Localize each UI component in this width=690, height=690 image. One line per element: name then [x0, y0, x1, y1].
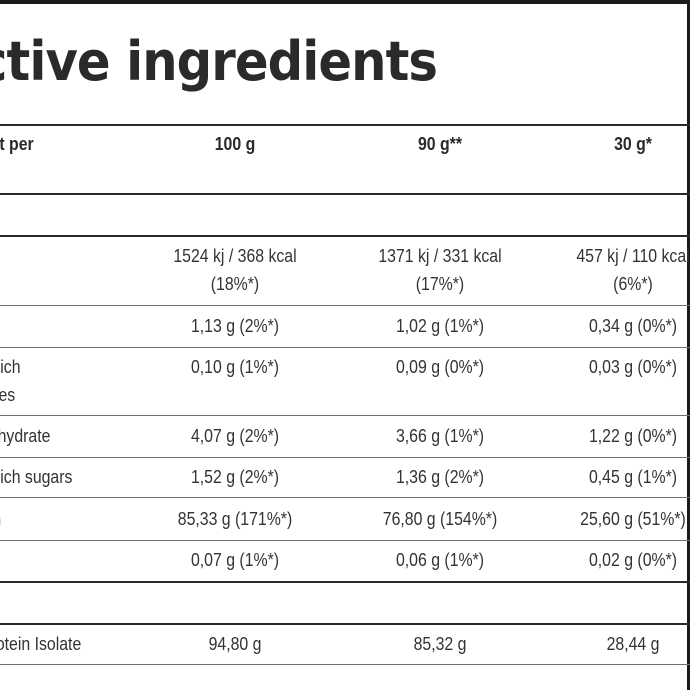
cell-value: 0,06 g (1%*) [395, 550, 485, 570]
row-divider [0, 415, 690, 416]
row-label: ein [0, 505, 130, 533]
row-divider [0, 347, 690, 348]
row-divider [0, 305, 690, 306]
cell-value: 0,34 g (0%*) [588, 316, 678, 336]
row-label: rates [0, 385, 16, 405]
cell-value: 1,52 g (2%*) [190, 467, 280, 487]
header-top-rule [0, 124, 690, 126]
header-col-100g: 100 g [214, 134, 256, 154]
cell-value: 1,22 g (0%*) [588, 426, 678, 446]
section-rule [0, 581, 690, 583]
cell-value: 1,02 g (1%*) [395, 316, 485, 336]
cell-value: (6%*) [613, 274, 653, 294]
top-border [0, 0, 690, 4]
cell-value: 4,07 g (2%*) [190, 426, 280, 446]
row-divider [0, 457, 690, 458]
header-label-line1: unt per [0, 134, 34, 154]
page-title: ctive ingredients [0, 30, 438, 93]
header-bottom-rule [0, 193, 690, 195]
header-label-line2: ng [0, 158, 130, 186]
cell-value: 0,03 g (0%*) [588, 357, 678, 377]
cell-value: 457 kj / 110 kcal [576, 246, 690, 266]
row-divider [0, 497, 690, 498]
header-col-30g: 30 g* [614, 134, 652, 154]
row-label: which [0, 357, 21, 377]
cell-value: 0,07 g (1%*) [190, 550, 280, 570]
right-border [687, 0, 690, 690]
cell-value: 0,02 g (0%*) [588, 550, 678, 570]
row-label: bohydrate [0, 426, 51, 446]
cell-value: 28,44 g [606, 634, 660, 654]
row-label: Protein Isolate [0, 634, 82, 654]
cell-value: 0,10 g (1%*) [190, 357, 280, 377]
cell-value: 25,60 g (51%*) [580, 509, 686, 529]
cell-value: 1,36 g (2%*) [395, 467, 485, 487]
section-rule-energy [0, 235, 690, 237]
row-divider [0, 664, 690, 665]
cell-value: (18%*) [210, 274, 260, 294]
cell-value: 1371 kj / 331 kcal [378, 246, 502, 266]
row-label: gy [0, 242, 130, 270]
cell-value: 0,09 g (0%*) [395, 357, 485, 377]
cell-value: 1,13 g (2%*) [190, 316, 280, 336]
header-col-90g: 90 g** [417, 134, 463, 154]
row-divider [0, 540, 690, 541]
cell-value: 85,32 g [413, 634, 467, 654]
row-label: which sugars [0, 467, 73, 487]
cell-value: 94,80 g [208, 634, 262, 654]
cell-value: 76,80 g (154%*) [382, 509, 498, 529]
cell-value: 85,33 g (171%*) [177, 509, 293, 529]
cell-value: (17%*) [415, 274, 465, 294]
cell-value: 0,45 g (1%*) [588, 467, 678, 487]
cell-value: 1524 kj / 368 kcal [173, 246, 297, 266]
section-rule-isolate [0, 623, 690, 625]
cell-value: 3,66 g (1%*) [395, 426, 485, 446]
